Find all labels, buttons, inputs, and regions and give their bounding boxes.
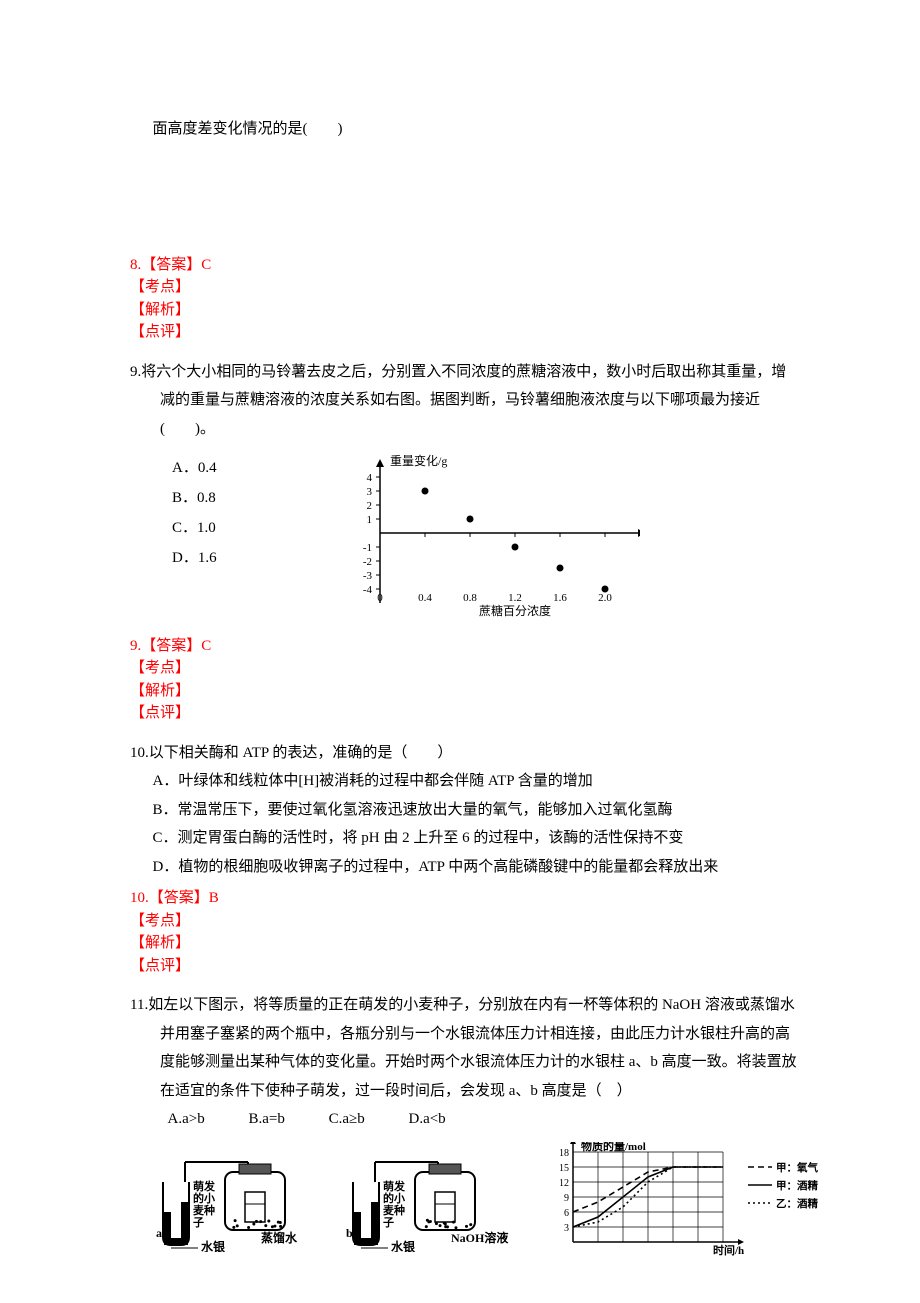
q10-optC: C．测定胃蛋白酶的活性时，将 pH 由 2 上升至 6 的过程中，该酶的活性保持… — [130, 824, 800, 853]
q11-options: A.a>b B.a=b C.a≥b D.a<b — [130, 1105, 800, 1134]
svg-text:子: 子 — [383, 1216, 394, 1229]
svg-text:-2: -2 — [363, 556, 372, 568]
q8-answer: 8.【答案】C — [130, 254, 800, 277]
svg-text:18: 18 — [559, 1148, 569, 1159]
svg-text:1.2: 1.2 — [508, 592, 522, 604]
q10-answer: 10.【答案】B — [130, 887, 800, 910]
q9-options: A．0.4 B．0.8 C．1.0 D．1.6 — [130, 453, 330, 573]
svg-text:0.4: 0.4 — [418, 592, 432, 604]
q10-optD: D．植物的根细胞吸收钾离子的过程中，ATP 中两个高能磷酸键中的能量都会释放出来 — [130, 853, 800, 882]
q11-apparatus-left: a 萌发的小麦种子蒸馏水水银 — [153, 1142, 323, 1268]
svg-text:-3: -3 — [363, 570, 373, 582]
svg-text:0: 0 — [377, 592, 383, 604]
q9-optD: D．1.6 — [172, 543, 330, 573]
q8-dianping: 【点评】 — [130, 321, 800, 344]
q10-answer-block: 10.【答案】B 【考点】 【解析】 【点评】 — [130, 887, 800, 977]
svg-text:2.0: 2.0 — [598, 592, 612, 604]
svg-text:的小: 的小 — [383, 1191, 405, 1205]
q10-optB: B．常温常压下，要使过氧化氢溶液迅速放出大量的氧气，能够加入过氧化氢酶 — [130, 796, 800, 825]
svg-text:4: 4 — [367, 472, 373, 484]
q11-apparatus-right: b 萌发的小麦种子 NaOH溶液水银 — [343, 1142, 523, 1268]
q11-optA: A.a>b — [168, 1105, 205, 1134]
svg-text:子: 子 — [193, 1216, 204, 1229]
q9-optC: C．1.0 — [172, 513, 330, 543]
svg-text:-1: -1 — [363, 542, 372, 554]
svg-text:2: 2 — [367, 500, 373, 512]
svg-text:12: 12 — [559, 1178, 569, 1189]
q10-optA: A．叶绿体和线粒体中[H]被消耗的过程中都会伴随 ATP 含量的增加 — [130, 767, 800, 796]
svg-text:3: 3 — [367, 486, 373, 498]
q10-dianping: 【点评】 — [130, 955, 800, 978]
svg-text:物质的量/mol: 物质的量/mol — [581, 1142, 646, 1153]
q10-jiexi: 【解析】 — [130, 932, 800, 955]
q9: 9.将六个大小相同的马铃薯去皮之后，分别置入不同浓度的蔗糖溶液中，数小时后取出称… — [130, 358, 800, 629]
q9-optA: A．0.4 — [172, 453, 330, 483]
svg-text:甲：氧气: 甲：氧气 — [776, 1161, 818, 1174]
q11-text: 11.如左以下图示，将等质量的正在萌发的小麦种子，分别放在内有一杯等体积的 Na… — [130, 991, 800, 1105]
svg-text:萌发: 萌发 — [193, 1179, 216, 1193]
svg-text:NaOH溶液: NaOH溶液 — [451, 1230, 508, 1245]
svg-text:3: 3 — [564, 1223, 569, 1234]
q10-kaodian: 【考点】 — [130, 910, 800, 933]
svg-text:麦种: 麦种 — [193, 1203, 215, 1217]
svg-text:蔗糖百分浓度: 蔗糖百分浓度 — [479, 603, 551, 618]
svg-text:6: 6 — [564, 1208, 569, 1219]
svg-text:0.8: 0.8 — [463, 592, 477, 604]
svg-text:的小: 的小 — [193, 1191, 215, 1205]
q10: 10.以下相关酶和 ATP 的表达，准确的是（ ） A．叶绿体和线粒体中[H]被… — [130, 739, 800, 882]
q11-graph: 18 15 12 9 6 3 物质的量/mol 时间/h 甲：氧气甲：酒精乙：酒精 — [543, 1142, 823, 1268]
svg-text:b: b — [346, 1226, 353, 1240]
svg-text:15: 15 — [559, 1163, 569, 1174]
svg-text:麦种: 麦种 — [383, 1203, 405, 1217]
svg-text:时间/h: 时间/h — [713, 1243, 744, 1257]
q9-kaodian: 【考点】 — [130, 657, 800, 680]
q9-answer-block: 9.【答案】C 【考点】 【解析】 【点评】 — [130, 635, 800, 725]
q9-text: 9.将六个大小相同的马铃薯去皮之后，分别置入不同浓度的蔗糖溶液中，数小时后取出称… — [130, 358, 800, 444]
q9-dianping: 【点评】 — [130, 702, 800, 725]
q11: 11.如左以下图示，将等质量的正在萌发的小麦种子，分别放在内有一杯等体积的 Na… — [130, 991, 800, 1267]
fragment-top: 面高度差变化情况的是( ) — [130, 115, 800, 144]
q11-optB: B.a=b — [248, 1105, 284, 1134]
q8-jiexi: 【解析】 — [130, 299, 800, 322]
svg-text:9: 9 — [564, 1193, 569, 1204]
svg-text:重量变化/g: 重量变化/g — [390, 453, 447, 468]
svg-text:水银: 水银 — [201, 1239, 226, 1252]
q8-kaodian: 【考点】 — [130, 276, 800, 299]
svg-text:1.6: 1.6 — [553, 592, 567, 604]
svg-text:a: a — [156, 1226, 162, 1240]
svg-text:乙：酒精: 乙：酒精 — [776, 1197, 818, 1210]
q9-chart: 4 3 2 1 -1 -2 -3 -4 0 0.4 0.8 1.2 1.6 2.0 重量变化/g 蔗糖百分浓度 — [330, 453, 800, 629]
svg-text:甲：酒精: 甲：酒精 — [776, 1179, 818, 1192]
q9-answer: 9.【答案】C — [130, 635, 800, 658]
svg-text:萌发: 萌发 — [383, 1179, 406, 1193]
svg-text:1: 1 — [367, 514, 373, 526]
q11-optC: C.a≥b — [329, 1105, 365, 1134]
q9-jiexi: 【解析】 — [130, 680, 800, 703]
svg-text:蒸馏水: 蒸馏水 — [261, 1230, 298, 1245]
q8-answer-block: 8.【答案】C 【考点】 【解析】 【点评】 — [130, 254, 800, 344]
q11-optD: D.a<b — [408, 1105, 445, 1134]
svg-text:水银: 水银 — [391, 1239, 416, 1252]
svg-text:-4: -4 — [363, 584, 373, 596]
q9-optB: B．0.8 — [172, 483, 330, 513]
q10-text: 10.以下相关酶和 ATP 的表达，准确的是（ ） — [130, 739, 800, 768]
